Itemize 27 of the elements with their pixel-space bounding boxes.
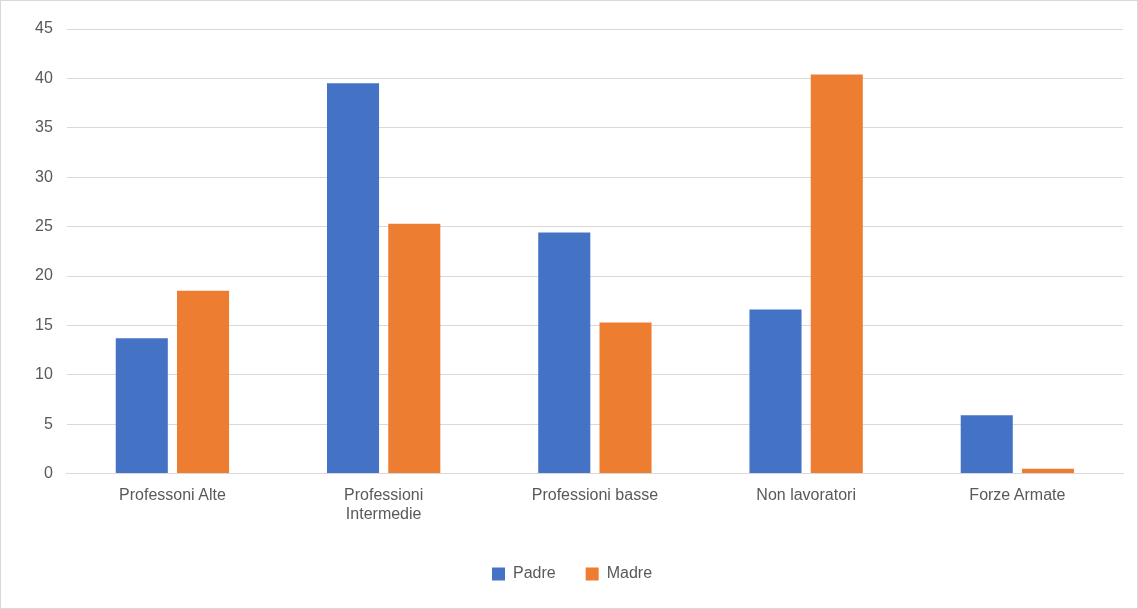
- y-tick-label: 30: [35, 167, 53, 185]
- x-tick-label: Non lavoratori: [756, 485, 856, 503]
- legend-label: Padre: [512, 564, 556, 582]
- bar: [115, 338, 168, 474]
- y-tick-label: 35: [35, 118, 53, 136]
- bar: [388, 223, 441, 474]
- bar: [177, 290, 230, 474]
- bar: [599, 322, 652, 474]
- y-tick-label: 5: [43, 414, 53, 432]
- x-tick-label: Professioni basse: [531, 485, 659, 503]
- bar: [326, 83, 380, 474]
- y-tick-label: 0: [43, 464, 53, 482]
- x-tick-label: Professioni Intermedie: [344, 485, 424, 522]
- legend-label: Madre: [606, 564, 653, 582]
- bar: [749, 309, 802, 474]
- y-tick-label: 20: [35, 266, 53, 284]
- y-tick-label: 45: [35, 19, 53, 37]
- y-tick-label: 10: [35, 365, 53, 383]
- x-tick-label: Forze Armate: [969, 485, 1066, 503]
- bar: [538, 232, 591, 474]
- x-tick-label: Professoni Alte: [119, 485, 226, 503]
- bar: [1021, 468, 1075, 474]
- y-tick-label: 40: [35, 68, 53, 86]
- bar: [960, 415, 1013, 474]
- y-tick-label: 25: [35, 217, 53, 235]
- y-tick-label: 15: [35, 315, 53, 333]
- bar: [810, 74, 863, 474]
